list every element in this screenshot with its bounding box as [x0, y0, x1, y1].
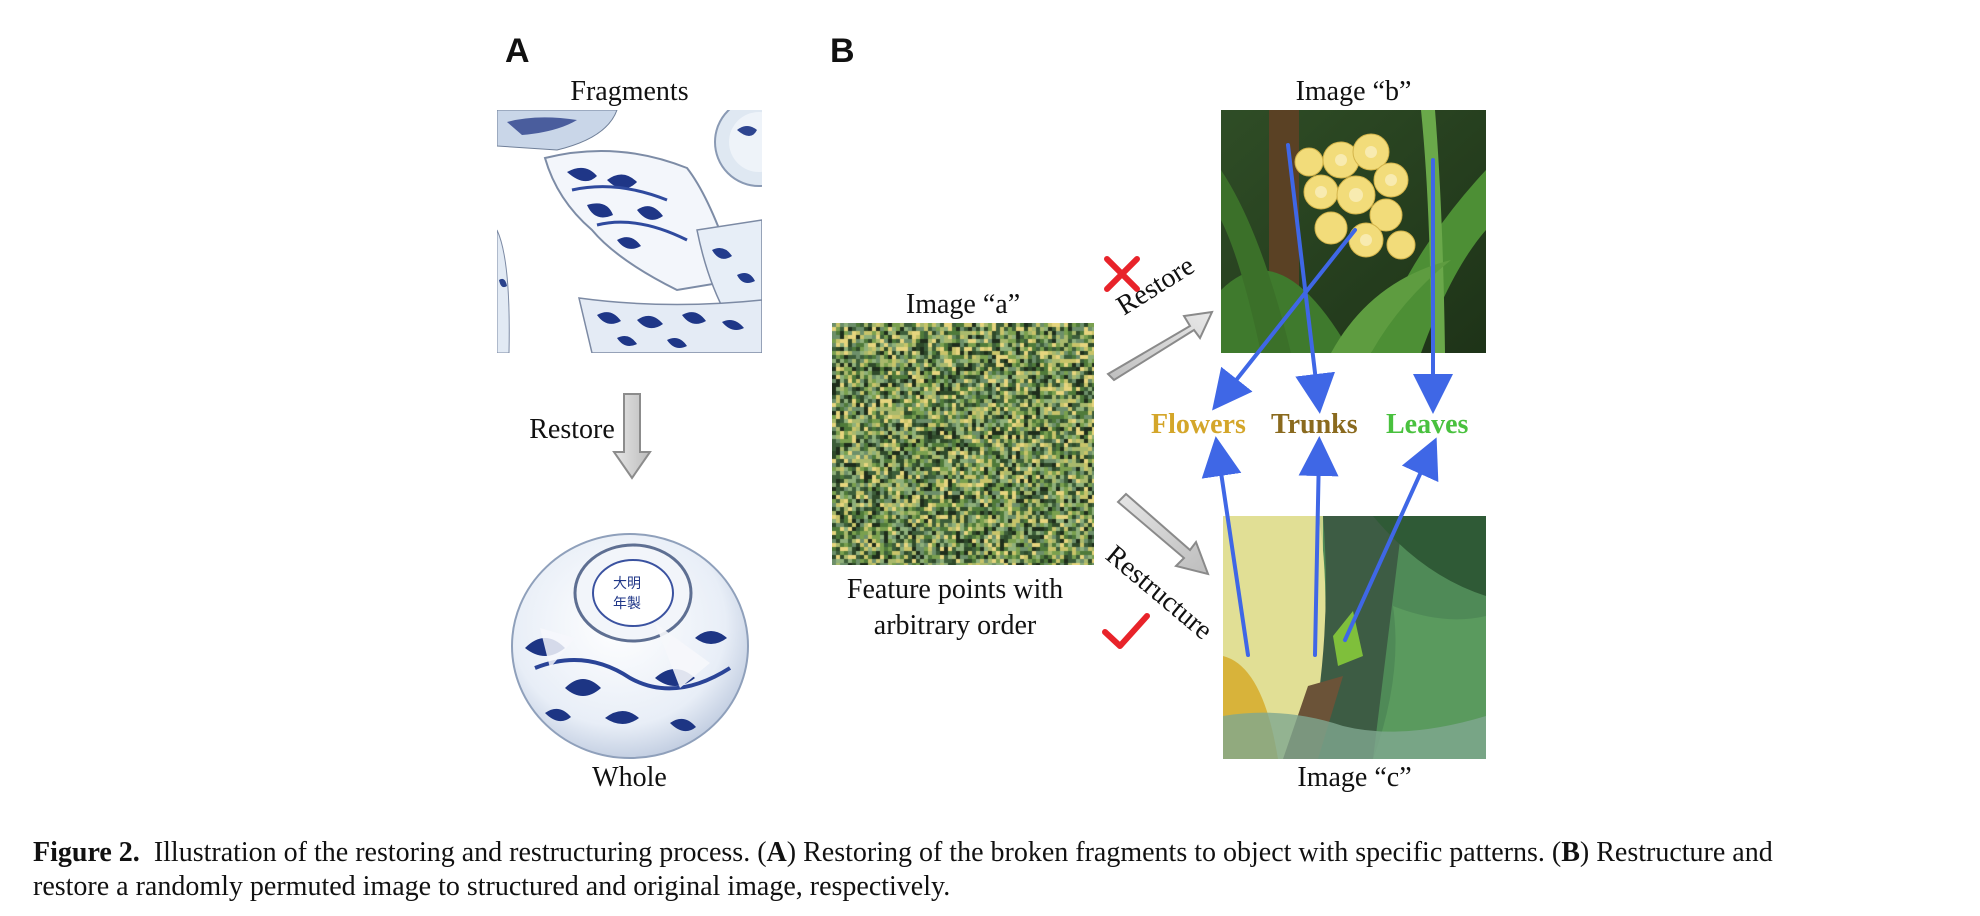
arrow-b-to-trunks: [1286, 143, 1336, 414]
image-a-label: Image “a”: [905, 289, 1021, 320]
image-a-caption-line1: Feature points with: [846, 574, 1064, 605]
restructure-arrow: [1116, 492, 1210, 576]
image-b-label: Image “b”: [1295, 76, 1412, 107]
svg-text:年製: 年製: [613, 596, 641, 612]
figure-label: Figure 2.: [33, 837, 140, 868]
arrow-c-to-leaves: [1343, 437, 1439, 642]
fragments-image: [497, 110, 762, 353]
cross-mark-icon: [1104, 256, 1140, 292]
caption-text-1: Illustration of the restoring and restru…: [153, 837, 767, 868]
restore-label-a: Restore: [529, 414, 615, 445]
image-b-flower-photo: [1221, 110, 1486, 353]
noise-canvas: [832, 323, 1094, 565]
category-leaves: Leaves: [1386, 409, 1469, 440]
image-a-caption-line2: arbitrary order: [873, 610, 1037, 641]
svg-text:大明: 大明: [613, 576, 641, 592]
figure-caption: Figure 2. Illustration of the restoring …: [33, 836, 1963, 904]
whole-bowl-image: 大明 年製: [511, 533, 749, 759]
caption-text-2: ) Restoring of the broken fragments to o…: [786, 837, 1562, 868]
caption-text-3: ) Restructure and: [1579, 837, 1773, 868]
arrow-c-to-trunks: [1298, 436, 1339, 657]
panel-b-letter: B: [830, 32, 855, 70]
caption-a-ref: A: [766, 837, 787, 868]
category-flowers: Flowers: [1151, 409, 1246, 440]
check-mark-icon: [1102, 613, 1150, 649]
arrow-b-to-flowers: [1212, 228, 1357, 411]
caption-line-2: restore a randomly permuted image to str…: [33, 871, 951, 902]
restore-arrow-b: [1106, 310, 1214, 382]
panel-a-letter: A: [505, 32, 530, 70]
fragments-label: Fragments: [570, 76, 689, 107]
arrow-c-to-flowers: [1201, 436, 1250, 657]
image-a-noise: [832, 323, 1094, 565]
caption-b-ref: B: [1561, 837, 1580, 868]
restore-arrow-a: [612, 393, 652, 480]
whole-label: Whole: [592, 762, 667, 793]
image-c-label: Image “c”: [1297, 762, 1412, 793]
image-c-restructured: [1223, 516, 1486, 759]
category-trunks: Trunks: [1271, 409, 1358, 440]
